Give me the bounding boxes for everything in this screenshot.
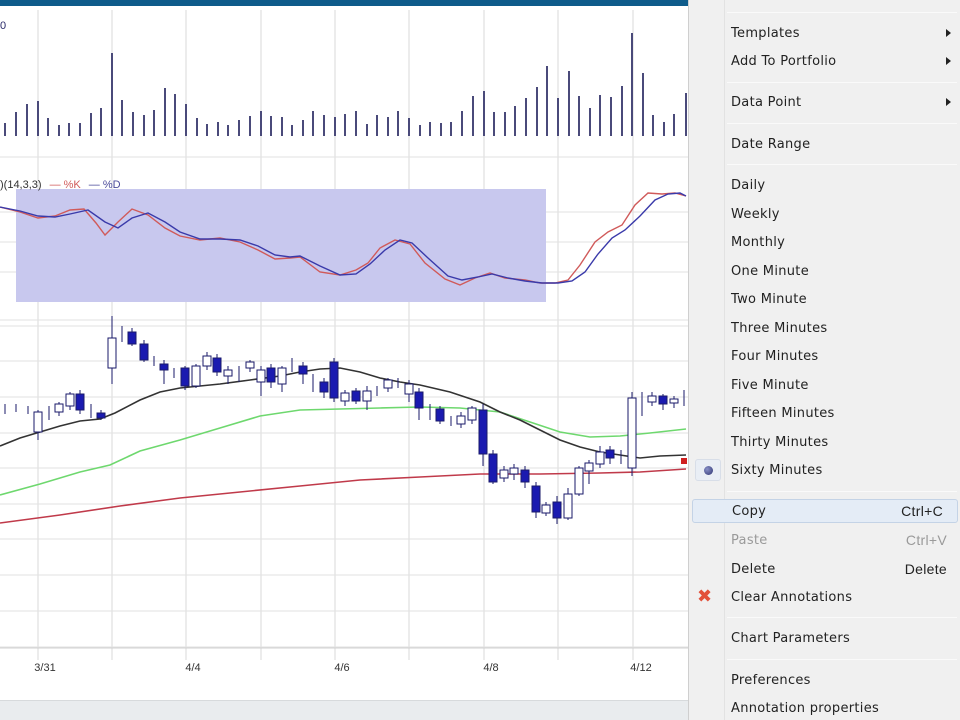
mid-ma-line xyxy=(0,406,687,496)
menu-separator xyxy=(727,617,957,618)
menu-item-one-minute[interactable]: One Minute xyxy=(731,263,810,279)
long-ma-line xyxy=(0,468,687,524)
menu-item-daily[interactable]: Daily xyxy=(731,177,766,193)
menu-separator xyxy=(727,491,957,492)
menu-item-sixty-minutes[interactable]: Sixty Minutes xyxy=(689,458,960,482)
shortcut-paste: Ctrl+V xyxy=(905,532,947,548)
last-price-marker xyxy=(681,458,687,464)
chart-canvas[interactable]: 0 )(14,3,3) — %K — %D 3/31 4/4 4/6 4/8 4… xyxy=(0,6,688,700)
stochastic-k-line xyxy=(0,192,687,286)
chart-svg xyxy=(0,10,688,660)
menu-item-weekly[interactable]: Weekly xyxy=(731,206,780,222)
menu-item-thirty-minutes[interactable]: Thirty Minutes xyxy=(731,434,829,450)
menu-item-two-minute[interactable]: Two Minute xyxy=(731,291,807,307)
x-label-4-12: 4/12 xyxy=(630,662,652,674)
menu-item-fifteen-minutes[interactable]: Fifteen Minutes xyxy=(731,405,835,421)
submenu-arrow-icon xyxy=(946,57,951,65)
menu-item-add-to-portfolio[interactable]: Add To Portfolio xyxy=(689,49,960,73)
x-label-3-31: 3/31 xyxy=(34,662,56,674)
clear-x-icon: ✖ xyxy=(697,586,713,607)
submenu-arrow-icon xyxy=(946,29,951,37)
volume-axis-label: 0 xyxy=(0,20,7,32)
menu-item-templates[interactable]: Templates xyxy=(689,21,960,45)
radio-selected-icon xyxy=(695,459,721,481)
menu-item-copy[interactable]: Copy Ctrl+C xyxy=(692,499,958,523)
menu-item-data-point[interactable]: Data Point xyxy=(689,90,960,114)
stochastic-d-line xyxy=(0,192,687,284)
menu-item-preferences[interactable]: Preferences xyxy=(731,672,811,688)
menu-item-annotation-properties[interactable]: Annotation properties xyxy=(731,700,880,716)
menu-item-delete[interactable]: Delete Delete xyxy=(731,561,947,577)
menu-item-date-range[interactable]: Date Range xyxy=(731,136,811,152)
horizontal-scrollbar[interactable] xyxy=(0,700,688,720)
shortcut-copy: Ctrl+C xyxy=(901,503,943,519)
menu-item-paste[interactable]: Paste Ctrl+V xyxy=(731,532,947,548)
x-label-4-6: 4/6 xyxy=(334,662,350,674)
legend-d: — %D xyxy=(88,179,121,191)
volume-bars xyxy=(4,33,687,136)
context-menu: Templates Add To Portfolio Data Point Da… xyxy=(688,0,960,720)
title-bar xyxy=(0,0,688,6)
x-label-4-8: 4/8 xyxy=(483,662,499,674)
menu-separator xyxy=(727,82,957,83)
menu-icon-gutter xyxy=(689,0,725,720)
shortcut-delete: Delete xyxy=(904,561,947,577)
x-label-4-4: 4/4 xyxy=(185,662,201,674)
menu-item-three-minutes[interactable]: Three Minutes xyxy=(731,320,828,336)
legend-k: — %K xyxy=(49,179,81,191)
menu-item-clear-annotations[interactable]: ✖ Clear Annotations xyxy=(697,586,853,607)
price-candlesticks xyxy=(4,316,685,524)
menu-separator xyxy=(727,659,957,660)
vertical-gridlines xyxy=(37,10,634,660)
submenu-arrow-icon xyxy=(946,98,951,106)
menu-item-chart-parameters[interactable]: Chart Parameters xyxy=(731,630,851,646)
menu-separator xyxy=(727,123,957,124)
menu-item-monthly[interactable]: Monthly xyxy=(731,234,786,250)
menu-item-five-minute[interactable]: Five Minute xyxy=(731,377,809,393)
stochastic-highlight-region xyxy=(16,189,546,302)
stochastic-legend: )(14,3,3) — %K — %D xyxy=(0,179,121,191)
menu-item-four-minutes[interactable]: Four Minutes xyxy=(731,348,819,364)
menu-separator xyxy=(727,12,957,13)
menu-separator xyxy=(727,164,957,165)
stochastic-params: )(14,3,3) xyxy=(0,179,42,191)
